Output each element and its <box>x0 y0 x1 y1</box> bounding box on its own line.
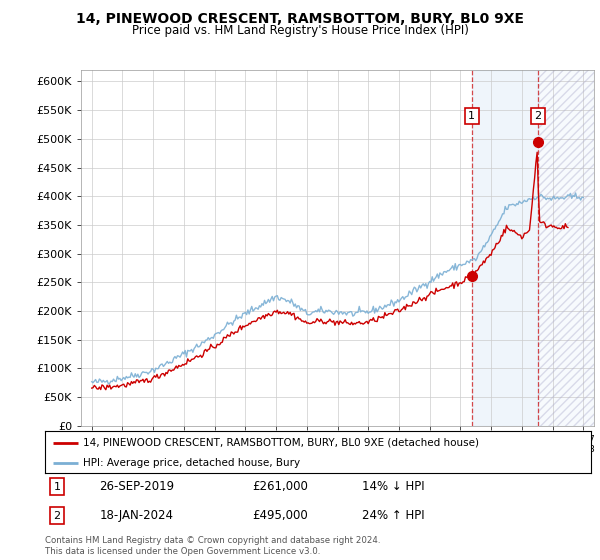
Bar <box>538 70 594 426</box>
Text: 14, PINEWOOD CRESCENT, RAMSBOTTOM, BURY, BL0 9XE (detached house): 14, PINEWOOD CRESCENT, RAMSBOTTOM, BURY,… <box>83 437 479 447</box>
Text: 2: 2 <box>535 111 542 121</box>
Text: Price paid vs. HM Land Registry's House Price Index (HPI): Price paid vs. HM Land Registry's House … <box>131 24 469 37</box>
Text: Contains HM Land Registry data © Crown copyright and database right 2024.
This d: Contains HM Land Registry data © Crown c… <box>45 536 380 556</box>
Text: 1: 1 <box>53 482 61 492</box>
Bar <box>472 70 538 426</box>
Bar <box>538 70 594 426</box>
Text: 26-SEP-2019: 26-SEP-2019 <box>100 480 175 493</box>
Text: £261,000: £261,000 <box>253 480 308 493</box>
Text: 18-JAN-2024: 18-JAN-2024 <box>100 510 173 522</box>
Text: 24% ↑ HPI: 24% ↑ HPI <box>362 510 424 522</box>
Text: HPI: Average price, detached house, Bury: HPI: Average price, detached house, Bury <box>83 458 301 468</box>
Text: 14% ↓ HPI: 14% ↓ HPI <box>362 480 424 493</box>
Text: 2: 2 <box>53 511 61 521</box>
Text: £495,000: £495,000 <box>253 510 308 522</box>
Text: 1: 1 <box>468 111 475 121</box>
Text: 14, PINEWOOD CRESCENT, RAMSBOTTOM, BURY, BL0 9XE: 14, PINEWOOD CRESCENT, RAMSBOTTOM, BURY,… <box>76 12 524 26</box>
